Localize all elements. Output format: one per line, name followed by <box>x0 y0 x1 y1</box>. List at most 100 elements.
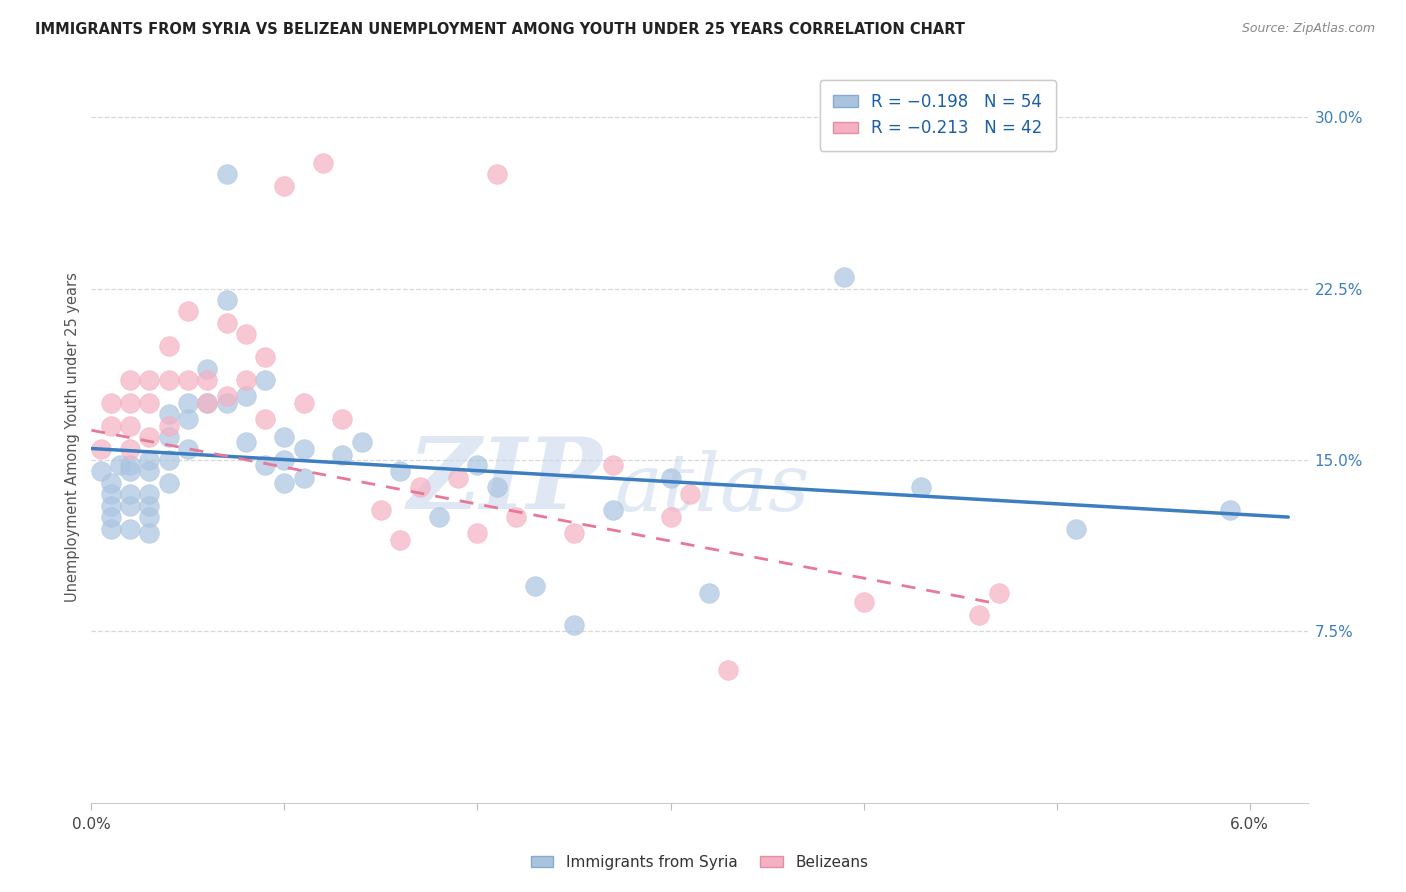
Point <box>118 464 141 478</box>
Y-axis label: Unemployment Among Youth under 25 years: Unemployment Among Youth under 25 years <box>65 272 80 602</box>
Point <box>215 316 238 330</box>
Point <box>910 480 932 494</box>
Point <box>679 487 702 501</box>
Point <box>157 338 180 352</box>
Point <box>157 373 180 387</box>
Point <box>350 434 373 449</box>
Point <box>273 475 295 490</box>
Point <box>138 396 160 410</box>
Text: atlas: atlas <box>614 450 810 527</box>
Point <box>118 487 141 501</box>
Point <box>100 521 122 535</box>
Point <box>370 503 392 517</box>
Point <box>138 453 160 467</box>
Point <box>254 412 277 426</box>
Point <box>195 361 218 376</box>
Point <box>157 475 180 490</box>
Point <box>138 464 160 478</box>
Point <box>177 442 200 456</box>
Point <box>157 453 180 467</box>
Point <box>235 434 257 449</box>
Point <box>852 594 875 608</box>
Point <box>118 418 141 433</box>
Point <box>110 458 132 472</box>
Point <box>177 412 200 426</box>
Point <box>987 585 1010 599</box>
Point <box>485 167 508 181</box>
Point <box>292 396 315 410</box>
Legend: Immigrants from Syria, Belizeans: Immigrants from Syria, Belizeans <box>524 848 875 876</box>
Point <box>138 510 160 524</box>
Point <box>157 407 180 421</box>
Point <box>138 526 160 541</box>
Point <box>273 178 295 193</box>
Point <box>273 453 295 467</box>
Point <box>177 373 200 387</box>
Point <box>312 155 335 169</box>
Point <box>177 304 200 318</box>
Point <box>195 373 218 387</box>
Point <box>100 487 122 501</box>
Point <box>138 499 160 513</box>
Text: ZIP: ZIP <box>408 433 602 529</box>
Point <box>235 389 257 403</box>
Point <box>330 449 353 463</box>
Point <box>602 503 624 517</box>
Point <box>118 458 141 472</box>
Point <box>138 430 160 444</box>
Point <box>100 418 122 433</box>
Point <box>467 526 489 541</box>
Point <box>90 464 112 478</box>
Point <box>100 510 122 524</box>
Point <box>118 373 141 387</box>
Point <box>195 396 218 410</box>
Point <box>697 585 720 599</box>
Point <box>562 526 585 541</box>
Point <box>485 480 508 494</box>
Point <box>215 396 238 410</box>
Point <box>389 533 412 547</box>
Point <box>118 521 141 535</box>
Point <box>215 389 238 403</box>
Point <box>505 510 527 524</box>
Point <box>215 293 238 307</box>
Point <box>467 458 489 472</box>
Point <box>195 396 218 410</box>
Point <box>273 430 295 444</box>
Point <box>832 270 855 285</box>
Point <box>118 442 141 456</box>
Text: Source: ZipAtlas.com: Source: ZipAtlas.com <box>1241 22 1375 36</box>
Point <box>524 579 547 593</box>
Point <box>118 396 141 410</box>
Point <box>292 471 315 485</box>
Point <box>157 418 180 433</box>
Point <box>659 471 682 485</box>
Point <box>100 499 122 513</box>
Point <box>1219 503 1241 517</box>
Point <box>254 373 277 387</box>
Point <box>562 617 585 632</box>
Point <box>118 499 141 513</box>
Point <box>408 480 430 494</box>
Point <box>254 458 277 472</box>
Point <box>254 350 277 364</box>
Point <box>138 487 160 501</box>
Point <box>659 510 682 524</box>
Point <box>100 475 122 490</box>
Point <box>602 458 624 472</box>
Text: IMMIGRANTS FROM SYRIA VS BELIZEAN UNEMPLOYMENT AMONG YOUTH UNDER 25 YEARS CORREL: IMMIGRANTS FROM SYRIA VS BELIZEAN UNEMPL… <box>35 22 965 37</box>
Point <box>235 373 257 387</box>
Point <box>177 396 200 410</box>
Point <box>717 663 740 677</box>
Point <box>215 167 238 181</box>
Point <box>427 510 450 524</box>
Point <box>1064 521 1087 535</box>
Point <box>389 464 412 478</box>
Point <box>447 471 470 485</box>
Point <box>235 327 257 342</box>
Point <box>100 396 122 410</box>
Point <box>292 442 315 456</box>
Point <box>157 430 180 444</box>
Point <box>969 608 991 623</box>
Point <box>330 412 353 426</box>
